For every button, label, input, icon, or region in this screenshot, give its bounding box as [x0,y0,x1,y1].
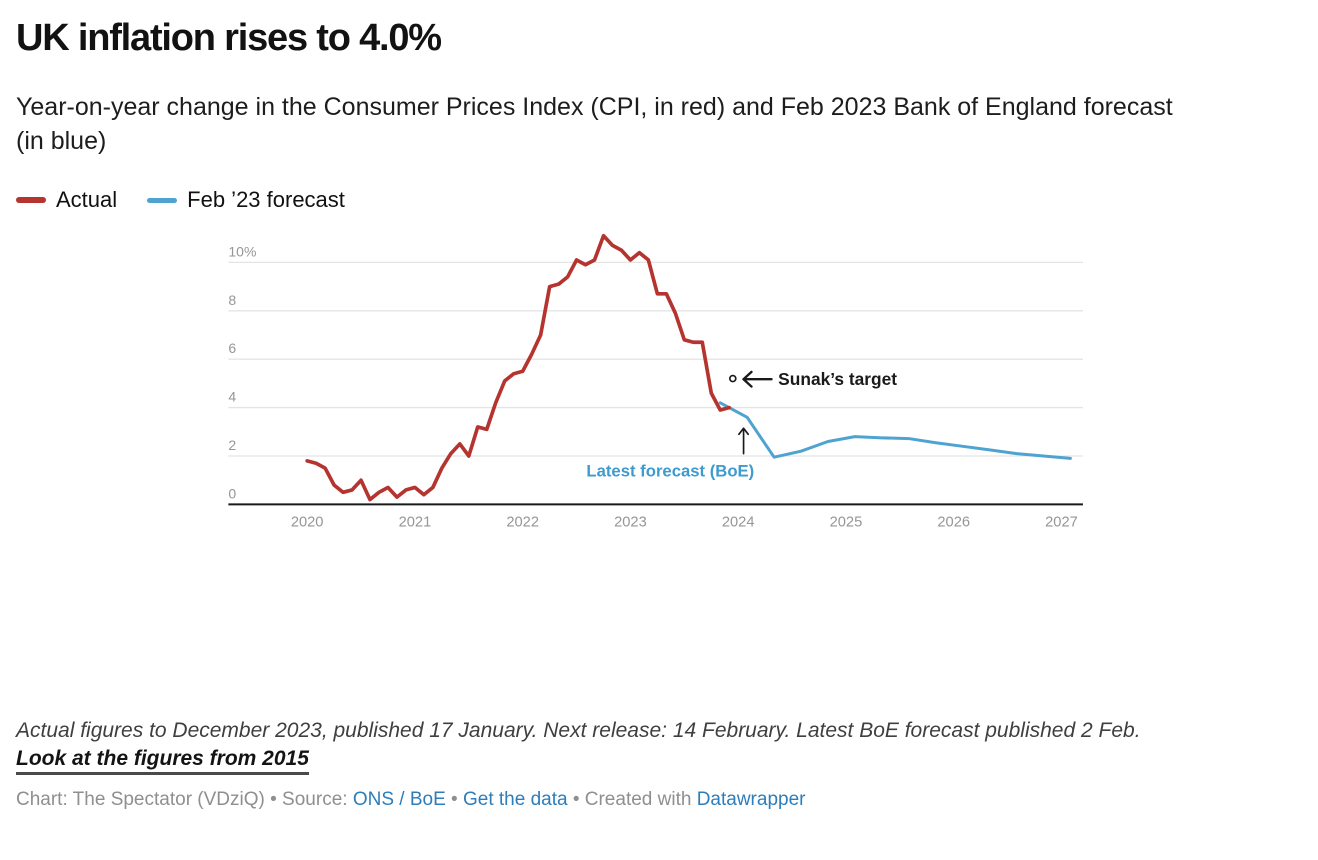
byline-text: • Created with [567,789,697,810]
x-tick-label: 2021 [399,514,432,530]
actual-line-swatch-icon [16,197,46,203]
legend-item-actual: Actual [16,187,117,213]
y-tick-label: 0 [228,485,236,501]
x-tick-label: 2022 [506,514,539,530]
x-tick-label: 2020 [291,514,324,530]
legend-label-forecast: Feb ’23 forecast [187,187,345,212]
gridlines [228,261,1083,506]
legend-item-forecast: Feb ’23 forecast [147,187,345,213]
series-line-forecast [718,401,1072,460]
series-line-actual [305,233,732,502]
byline-text: Chart: The Spectator (VDziQ) • Source: [16,789,353,810]
x-tick-label: 2025 [830,514,863,530]
target-point-marker-icon [728,374,737,383]
annotation-sunak-target: Sunak’s target [728,369,897,389]
y-tick-label: 6 [228,340,236,356]
chart-description-line-2: (in blue) [16,127,107,155]
line-chart: 0 2 4 6 8 10% 2020 2021 2022 2023 2024 2025 2026 2027… [0,228,1318,686]
x-tick-label: 2026 [937,514,970,530]
y-tick-label: 8 [228,292,236,308]
chart-svg: 0 2 4 6 8 10% 2020 2021 2022 2023 2024 2025 2026 2027… [228,233,1083,530]
x-tick-label: 2023 [614,514,647,530]
forecast-line-swatch-icon [147,197,178,203]
y-tick-label: 2 [228,437,236,453]
data-series [305,233,1072,502]
left-arrow-icon [742,370,773,388]
chart-description: Year-on-year change in the Consumer Pric… [16,90,1308,158]
byline-link[interactable]: Get the data [462,789,568,810]
figures-from-2015-link[interactable]: Look at the figures from 2015 [16,747,309,775]
axis-tick-labels: 0 2 4 6 8 10% 2020 2021 2022 2023 2024 2025 2026 2027 [228,243,1077,530]
page-title: UK inflation rises to 4.0% [16,17,442,59]
byline-text: • [445,789,463,810]
byline-link[interactable]: Datawrapper [696,789,806,810]
annotation-sunak-label: Sunak’s target [778,369,897,389]
annotation-latest-forecast: Latest forecast (BoE) [586,427,754,480]
annotation-latest-forecast-label: Latest forecast (BoE) [586,461,754,480]
x-tick-label: 2024 [722,514,755,530]
byline: Chart: The Spectator (VDziQ) • Source: O… [16,789,1306,811]
x-tick-label: 2027 [1045,514,1078,530]
byline-link[interactable]: ONS / BoE [352,789,446,810]
footnote: Actual figures to December 2023, publish… [16,719,1141,742]
y-tick-label: 10% [228,243,256,259]
chart-description-line-1: Year-on-year change in the Consumer Pric… [16,93,1173,121]
up-arrow-icon [738,427,750,455]
legend-label-actual: Actual [56,187,118,212]
legend: Actual Feb ’23 forecast [16,186,345,214]
y-tick-label: 4 [228,389,236,405]
